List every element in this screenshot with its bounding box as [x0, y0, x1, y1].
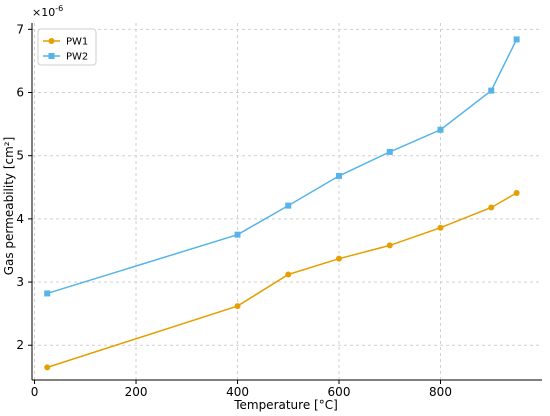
data-point-circle: [386, 242, 393, 249]
y-tick-label: 6: [16, 86, 24, 100]
data-point-circle: [44, 364, 51, 371]
data-point-square: [234, 231, 241, 238]
x-tick-label: 200: [125, 385, 148, 399]
y-axis-multiplier-exponent: -6: [55, 4, 63, 13]
series-group: [44, 36, 520, 371]
series-pw2: [44, 36, 520, 297]
data-point-square: [336, 172, 343, 179]
x-tick-label: 400: [226, 385, 249, 399]
series-pw1: [44, 189, 520, 371]
data-point-square: [513, 36, 520, 43]
x-axis-label: Temperature [°C]: [233, 398, 338, 412]
data-point-square: [437, 126, 444, 133]
x-tick-label: 0: [31, 385, 39, 399]
y-tick-label: 7: [16, 22, 24, 36]
legend-label: PW1: [66, 37, 88, 48]
y-tick-label: 4: [16, 212, 24, 226]
data-point-square: [44, 290, 51, 297]
legend-item-pw1: PW1: [43, 37, 88, 48]
data-point-square: [285, 202, 292, 209]
data-point-square: [488, 87, 495, 94]
legend-marker-square: [48, 53, 55, 59]
axes: 0 200 400 600 800 2 3 4 5 6 7: [16, 22, 542, 399]
legend-marker-circle: [48, 38, 55, 44]
x-tick-label: 600: [328, 385, 351, 399]
legend-item-pw2: PW2: [43, 52, 88, 63]
data-point-square: [386, 148, 393, 155]
y-tick-label: 2: [16, 338, 24, 352]
y-tick-label: 3: [16, 275, 24, 289]
y-axis-multiplier: ×10-6: [32, 4, 63, 19]
data-point-circle: [234, 303, 241, 310]
grid-lines: [32, 23, 542, 380]
data-point-circle: [488, 204, 495, 211]
data-point-circle: [513, 189, 520, 196]
y-axis-multiplier-base: ×10: [32, 6, 55, 19]
y-tick-label: 5: [16, 149, 24, 163]
data-point-circle: [285, 271, 292, 278]
series-line-pw1: [46, 192, 517, 369]
legend-label: PW2: [66, 52, 88, 63]
data-point-circle: [336, 255, 343, 262]
x-tick-label: 800: [429, 385, 452, 399]
y-axis-label: Gas permeability [cm²]: [2, 137, 16, 276]
series-line-pw2: [47, 39, 518, 295]
data-point-circle: [437, 224, 444, 231]
